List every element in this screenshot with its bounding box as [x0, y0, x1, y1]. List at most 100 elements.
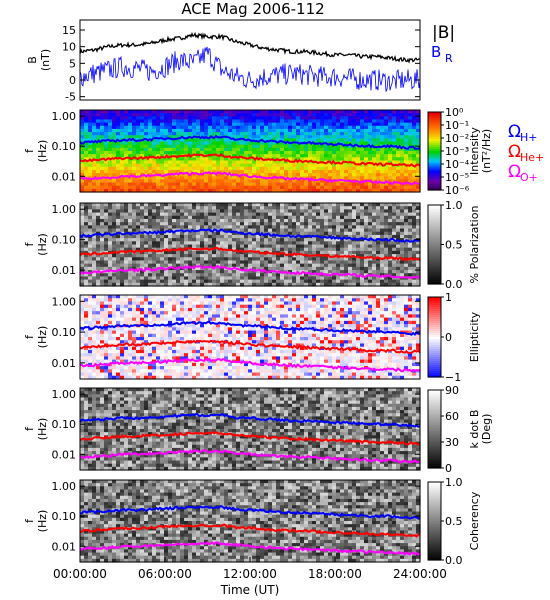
- spectrogram-cell: [352, 263, 357, 268]
- spectrogram-cell: [80, 307, 85, 312]
- spectrogram-cell: [384, 125, 389, 130]
- spectrogram-cell: [376, 176, 381, 180]
- spectrogram-cell: [236, 110, 241, 114]
- spectrogram-cell: [264, 222, 269, 226]
- spectrogram-cell: [116, 169, 121, 174]
- spectrogram-cell: [256, 176, 261, 180]
- spectrogram-cell: [80, 154, 85, 158]
- spectrogram-cell: [356, 154, 361, 158]
- spectrogram-cell: [176, 147, 181, 152]
- spectrogram-cell: [396, 250, 401, 255]
- spectrogram-cell: [260, 276, 265, 281]
- spectrogram-cell: [216, 250, 221, 255]
- spectrogram-cell: [84, 307, 89, 312]
- spectrogram-cell: [400, 141, 405, 146]
- spectrogram-cell: [296, 122, 301, 127]
- spectrogram-cell: [340, 212, 345, 217]
- spectrogram-cell: [128, 154, 133, 158]
- spectrogram-cell: [280, 209, 285, 214]
- spectrogram-cell: [408, 138, 413, 143]
- spectrogram-cell: [104, 244, 109, 249]
- spectrogram-cell: [156, 151, 161, 155]
- spectrogram-cell: [408, 113, 413, 117]
- spectrogram-cell: [376, 119, 381, 124]
- spectrogram-cell: [160, 301, 165, 306]
- spectrogram-cell: [108, 147, 113, 152]
- spectrogram-cell: [392, 212, 397, 217]
- spectrogram-cell: [152, 257, 157, 262]
- spectrogram-cell: [204, 266, 209, 271]
- spectrogram-cell: [168, 209, 173, 214]
- spectrogram-cell: [192, 222, 197, 226]
- spectrogram-cell: [316, 125, 321, 130]
- spectrogram-cell: [220, 212, 225, 217]
- spectrogram-cell: [300, 307, 305, 312]
- spectrogram-cell: [292, 154, 297, 158]
- spectrogram-cell: [328, 151, 333, 155]
- spectrogram-cell: [216, 113, 221, 117]
- spectrogram-cell: [164, 279, 169, 284]
- spectrogram-cell: [320, 169, 325, 174]
- spectrogram-cell: [108, 225, 113, 230]
- spectrogram-cell: [212, 169, 217, 174]
- spectrogram-cell: [196, 282, 201, 287]
- spectrogram-cell: [384, 119, 389, 124]
- spectrogram-cell: [132, 228, 137, 233]
- spectrogram-cell: [144, 225, 149, 230]
- spectrogram-cell: [216, 218, 221, 223]
- spectrogram-cell: [312, 241, 317, 246]
- colorbar-cell: [428, 256, 441, 259]
- spectrogram-cell: [256, 135, 261, 139]
- spectrogram-cell: [184, 166, 189, 171]
- spectrogram-cell: [280, 260, 285, 265]
- spectrogram-cell: [124, 263, 129, 268]
- spectrogram-cell: [200, 138, 205, 143]
- spectrogram-cell: [252, 188, 257, 193]
- spectrogram-cell: [292, 295, 297, 299]
- spectrogram-cell: [104, 206, 109, 210]
- spectrogram-cell: [408, 282, 413, 287]
- spectrogram-cell: [232, 116, 237, 121]
- spectrogram-cell: [264, 116, 269, 121]
- spectrogram-cell: [212, 125, 217, 130]
- spectrogram-cell: [152, 122, 157, 127]
- spectrogram-cell: [128, 222, 133, 226]
- spectrogram-cell: [216, 110, 221, 114]
- spectrogram-cell: [132, 266, 137, 271]
- spectrogram-cell: [344, 218, 349, 223]
- spectrogram-cell: [136, 206, 141, 210]
- spectrogram-cell: [176, 304, 181, 309]
- spectrogram-cell: [100, 304, 105, 309]
- spectrogram-cell: [360, 270, 365, 274]
- spectrogram-cell: [192, 188, 197, 193]
- spectrogram-cell: [368, 151, 373, 155]
- spectrogram-cell: [172, 307, 177, 312]
- spectrogram-cell: [324, 128, 329, 133]
- spectrogram-cell: [252, 244, 257, 249]
- spectrogram-cell: [284, 113, 289, 117]
- spectrogram-cell: [124, 116, 129, 121]
- spectrogram-cell: [352, 260, 357, 265]
- spectrogram-cell: [164, 176, 169, 180]
- spectrogram-cell: [416, 141, 421, 146]
- spectrogram-cell: [392, 244, 397, 249]
- spectrogram-cell: [180, 176, 185, 180]
- spectrogram-cell: [204, 279, 209, 284]
- spectrogram-cell: [340, 113, 345, 117]
- spectrogram-cell: [276, 138, 281, 143]
- spectrogram-cell: [88, 298, 93, 303]
- spectrogram-cell: [376, 116, 381, 121]
- spectrogram-cell: [244, 176, 249, 180]
- spectrogram-cell: [256, 154, 261, 158]
- spectrogram-cell: [316, 182, 321, 187]
- spectrogram-cell: [348, 301, 353, 306]
- spectrogram-cell: [352, 218, 357, 223]
- spectrogram-cell: [160, 119, 165, 124]
- spectrogram-cell: [188, 247, 193, 252]
- spectrogram-cell: [360, 185, 365, 190]
- spectrogram-cell: [288, 307, 293, 312]
- spectrogram-cell: [92, 141, 97, 146]
- spectrogram-cell: [368, 141, 373, 146]
- spectrogram-cell: [220, 225, 225, 230]
- spectrogram-cell: [224, 218, 229, 223]
